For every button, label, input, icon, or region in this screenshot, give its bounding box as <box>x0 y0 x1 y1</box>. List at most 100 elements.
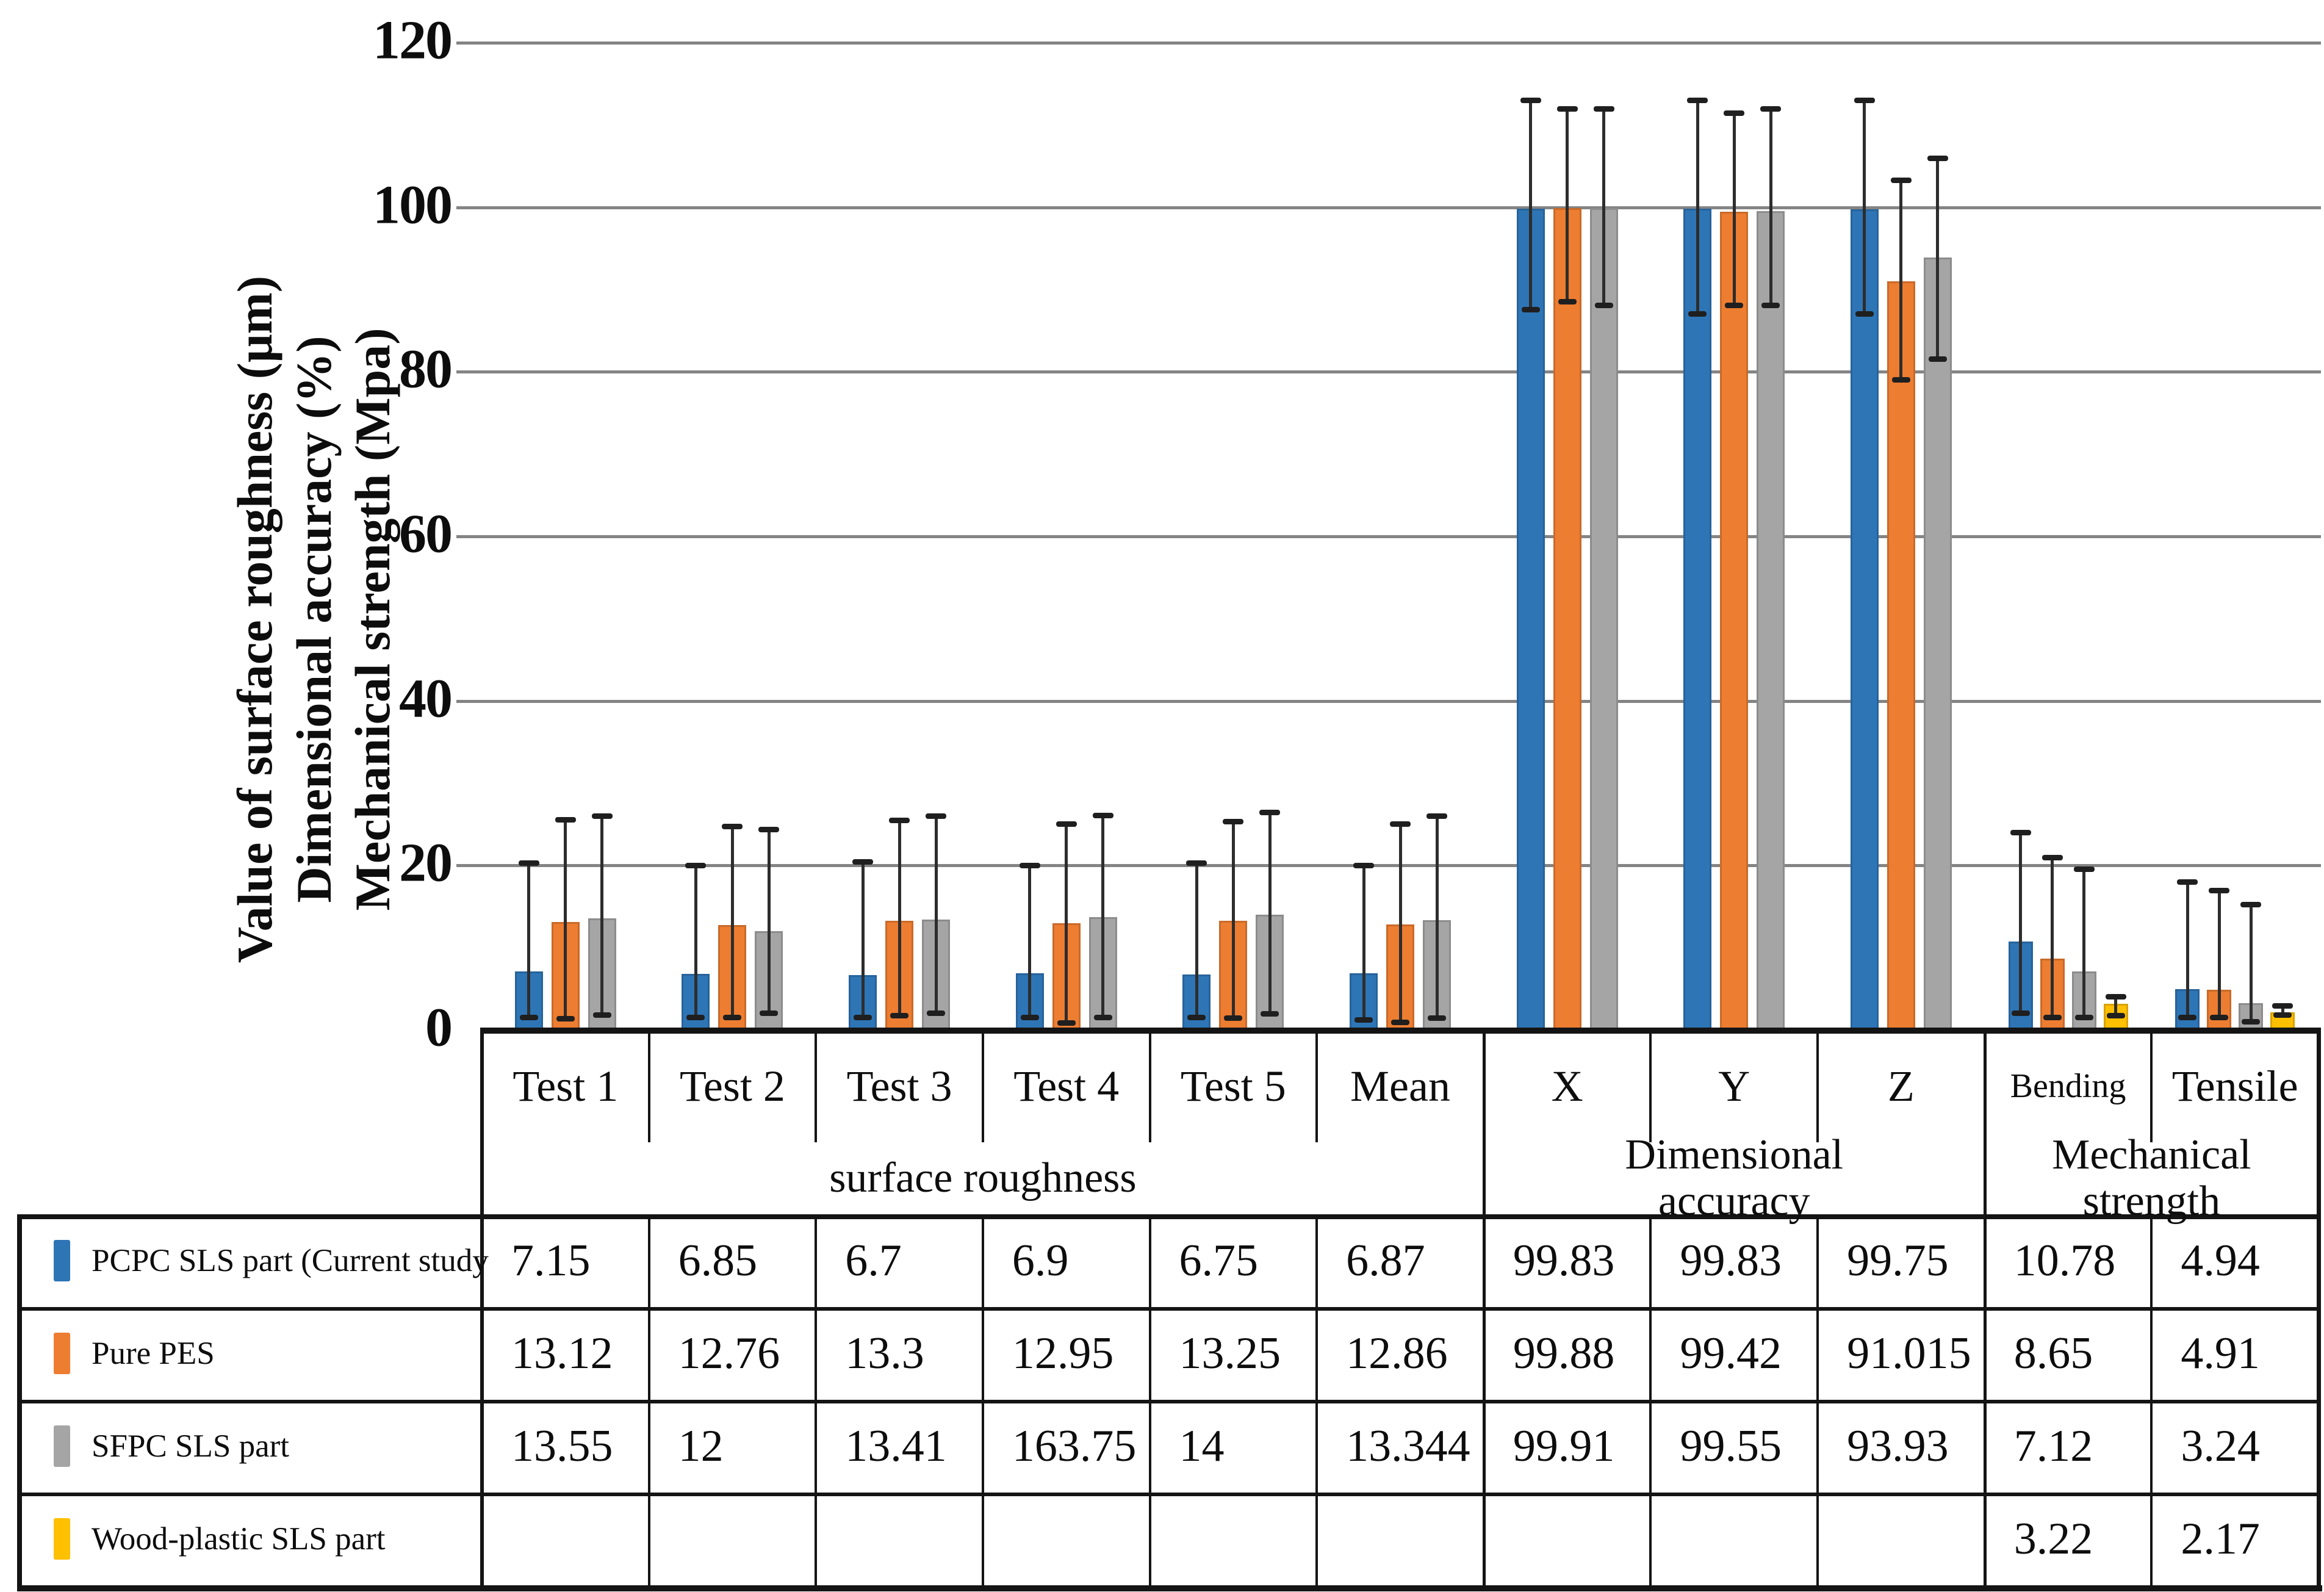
table-border <box>17 1214 22 1591</box>
error-bar-cap <box>1426 813 1447 819</box>
error-bar <box>527 863 531 1018</box>
gridline <box>456 864 2321 868</box>
table-cell: 12.76 <box>678 1328 780 1378</box>
error-bar-cap <box>890 1013 909 1019</box>
error-bar-cap <box>2074 1014 2093 1020</box>
gridline <box>456 535 2321 538</box>
error-bar-cap <box>592 1012 611 1018</box>
error-bar-cap <box>1391 1019 1409 1025</box>
y-tick-label: 80 <box>399 339 453 400</box>
table-border <box>17 1585 2322 1591</box>
error-bar <box>600 816 604 1015</box>
table-cell: 3.24 <box>2181 1421 2260 1471</box>
table-cell: 2.17 <box>2181 1513 2260 1564</box>
y-axis-title-line: Dimensional accuracy (%) <box>286 336 342 903</box>
gridline <box>456 370 2321 374</box>
error-bar-cap <box>758 827 780 832</box>
gridline <box>456 206 2321 209</box>
y-axis-title-line: Mechanical strength (Mpa) <box>345 328 401 911</box>
table-border <box>1482 1028 1486 1585</box>
error-bar-cap <box>2043 1014 2062 1020</box>
error-bar-cap <box>591 813 613 819</box>
chart-bar <box>1923 257 1952 1030</box>
column-header: Z <box>1887 1061 1915 1111</box>
legend-label: PCPC SLS part (Current study <box>92 1243 489 1278</box>
table-cell: 13.344 <box>1346 1421 1470 1471</box>
table-border <box>17 1307 2321 1311</box>
chart-bar <box>1589 207 1618 1030</box>
error-bar-cap <box>760 1010 779 1017</box>
chart-bar <box>1850 209 1879 1030</box>
error-bar <box>2217 890 2221 1018</box>
error-bar-cap <box>1855 311 1874 317</box>
error-bar-cap <box>1353 863 1374 869</box>
error-bar-cap <box>852 859 874 865</box>
table-border <box>1148 1214 1151 1585</box>
table-cell: 93.93 <box>1847 1421 1949 1471</box>
error-bar-cap <box>1223 818 1244 824</box>
error-bar-cap <box>1520 98 1541 104</box>
column-header: Y <box>1718 1061 1750 1111</box>
table-cell: 13.3 <box>845 1328 924 1378</box>
table-border <box>1816 1214 1819 1585</box>
error-bar <box>2051 857 2054 1018</box>
error-bar-cap <box>2106 1013 2125 1019</box>
error-bar-cap <box>686 1014 705 1020</box>
error-bar <box>2082 868 2086 1018</box>
legend-label: Wood-plastic SLS part <box>92 1521 386 1557</box>
y-tick-label: 120 <box>373 10 453 71</box>
table-cell: 99.55 <box>1680 1421 1782 1471</box>
error-bar-cap <box>685 863 707 869</box>
column-header: Test 5 <box>1180 1061 1286 1111</box>
table-border <box>2150 1214 2153 1585</box>
table-cell <box>482 1493 649 1585</box>
table-cell: 12 <box>678 1421 724 1471</box>
legend-swatch <box>54 1425 70 1467</box>
chart-bar <box>1516 208 1545 1030</box>
table-cell: 6.85 <box>678 1235 758 1286</box>
error-bar <box>1732 112 1736 306</box>
table-cell: 6.75 <box>1179 1235 1259 1286</box>
table-border <box>981 1214 984 1585</box>
error-bar-cap <box>1593 106 1614 112</box>
table-cell <box>1317 1493 1484 1585</box>
table-cell: 12.95 <box>1012 1328 1114 1378</box>
table-cell: 6.87 <box>1346 1235 1425 1286</box>
chart-bar <box>1757 211 1785 1030</box>
error-bar-cap <box>1854 98 1875 104</box>
group-header: surface roughness <box>482 1142 1484 1214</box>
error-bar <box>1435 816 1439 1019</box>
table-border <box>647 1214 650 1585</box>
y-tick-label: 20 <box>399 832 453 893</box>
error-bar <box>1769 108 1772 306</box>
error-bar-cap <box>927 1010 946 1017</box>
error-bar-cap <box>1761 303 1780 309</box>
legend-row: Pure PES <box>18 1307 482 1400</box>
column-header: Test 1 <box>513 1061 619 1111</box>
error-bar-cap <box>1056 821 1077 827</box>
error-bar-cap <box>1760 106 1782 112</box>
error-bar <box>1101 815 1105 1018</box>
error-bar <box>1899 180 1903 380</box>
error-bar <box>1863 100 1866 314</box>
error-bar-cap <box>1558 298 1577 304</box>
table-border <box>1816 1028 1819 1142</box>
table-cell: 13.41 <box>845 1421 947 1471</box>
legend-swatch <box>54 1518 70 1560</box>
error-bar-cap <box>1186 860 1207 866</box>
error-bar-cap <box>2011 1010 2030 1017</box>
table-cell: 13.55 <box>511 1421 613 1471</box>
error-bar <box>934 816 938 1014</box>
legend-swatch <box>54 1333 70 1374</box>
error-bar-cap <box>2073 866 2095 872</box>
error-bar-cap <box>1261 1011 1279 1017</box>
group-header-label: Mechanical strength <box>2052 1131 2251 1225</box>
error-bar-cap <box>1724 110 1745 116</box>
error-bar <box>2114 996 2118 1017</box>
error-bar-cap <box>1521 307 1540 313</box>
column-header: Test 3 <box>846 1061 952 1111</box>
table-cell <box>983 1493 1150 1585</box>
error-bar-cap <box>1927 155 1948 161</box>
error-bar <box>898 820 901 1017</box>
